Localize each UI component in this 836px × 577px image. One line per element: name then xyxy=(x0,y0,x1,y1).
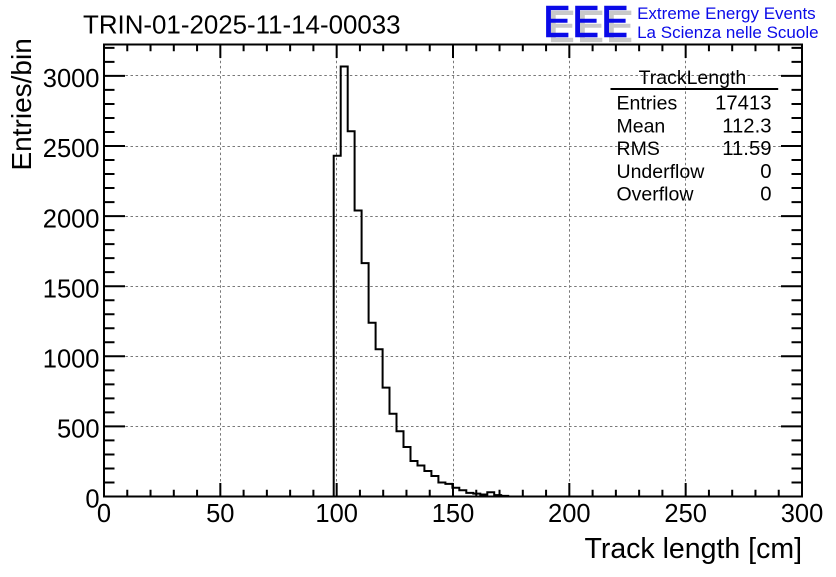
svg-text:150: 150 xyxy=(432,500,475,528)
svg-text:11.59: 11.59 xyxy=(722,138,771,160)
svg-text:112.3: 112.3 xyxy=(722,115,771,137)
svg-text:Underflow: Underflow xyxy=(617,161,706,183)
svg-text:17413: 17413 xyxy=(715,93,771,115)
svg-text:3000: 3000 xyxy=(43,65,100,93)
svg-text:Track length [cm]: Track length [cm] xyxy=(584,533,802,565)
svg-text:500: 500 xyxy=(57,416,100,444)
svg-text:0: 0 xyxy=(760,184,771,206)
svg-text:300: 300 xyxy=(781,500,824,528)
svg-text:Entries/bin: Entries/bin xyxy=(6,38,37,170)
svg-text:La Scienza nelle Scuole: La Scienza nelle Scuole xyxy=(637,23,818,42)
svg-text:Extreme Energy Events: Extreme Energy Events xyxy=(637,4,816,23)
svg-text:1000: 1000 xyxy=(43,346,100,374)
svg-text:Entries: Entries xyxy=(617,93,678,115)
svg-text:200: 200 xyxy=(548,500,591,528)
svg-text:0: 0 xyxy=(85,486,99,514)
svg-text:TRIN-01-2025-11-14-00033: TRIN-01-2025-11-14-00033 xyxy=(83,12,401,40)
svg-text:Overflow: Overflow xyxy=(617,184,695,206)
svg-text:RMS: RMS xyxy=(617,138,660,160)
svg-text:0: 0 xyxy=(760,161,771,183)
svg-text:0: 0 xyxy=(97,500,111,528)
svg-text:Mean: Mean xyxy=(617,115,666,137)
svg-text:250: 250 xyxy=(664,500,707,528)
svg-text:TrackLength: TrackLength xyxy=(639,67,747,89)
svg-text:2000: 2000 xyxy=(43,205,100,233)
svg-text:2500: 2500 xyxy=(43,135,100,163)
svg-text:100: 100 xyxy=(315,500,358,528)
svg-text:1500: 1500 xyxy=(43,275,100,303)
svg-text:50: 50 xyxy=(206,500,234,528)
